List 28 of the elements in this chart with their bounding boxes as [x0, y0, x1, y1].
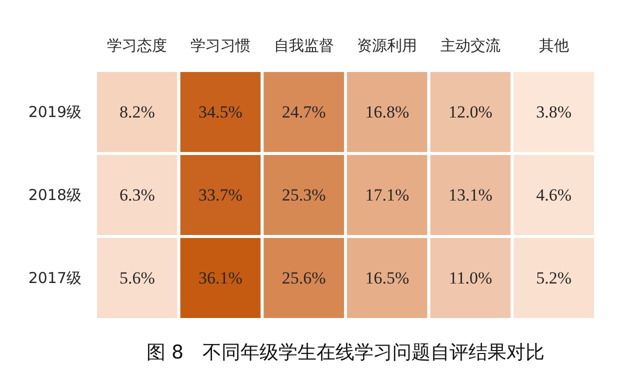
data-label: 6.3%: [119, 186, 155, 204]
data-label: 16.8%: [365, 102, 410, 122]
data-label: 24.7%: [282, 102, 326, 122]
data-label: 3.8%: [536, 102, 572, 122]
data-label: 4.6%: [536, 186, 572, 204]
data-label: 34.5%: [198, 102, 242, 122]
data-label: 33.7%: [198, 186, 242, 204]
data-label: 5.6%: [119, 268, 155, 288]
data-label: 12.0%: [448, 102, 492, 122]
x-tick-label: 学习习惯: [190, 36, 250, 54]
data-label: 8.2%: [119, 102, 155, 122]
x-tick-label: 学习态度: [107, 36, 168, 54]
data-label: 16.5%: [365, 268, 410, 288]
data-label: 13.1%: [448, 186, 492, 204]
y-tick-label: 2017级: [28, 269, 82, 287]
x-tick-label: 其他: [538, 36, 569, 54]
y-tick-label: 2018级: [28, 186, 82, 204]
data-label: 36.1%: [198, 268, 242, 288]
text: 图 8 不同年级学生在线学习问题自评结果对比: [146, 342, 545, 364]
x-tick-label: 自我监督: [274, 36, 334, 54]
data-label: 5.2%: [536, 268, 572, 288]
data-label: 11.0%: [448, 268, 492, 288]
x-tick-label: 主动交流: [440, 36, 500, 54]
x-tick-label: 资源利用: [357, 36, 418, 54]
y-tick-label: 2019级: [28, 103, 82, 121]
data-label: 25.3%: [282, 186, 326, 204]
data-label: 17.1%: [365, 186, 410, 204]
data-label: 25.6%: [282, 268, 326, 288]
